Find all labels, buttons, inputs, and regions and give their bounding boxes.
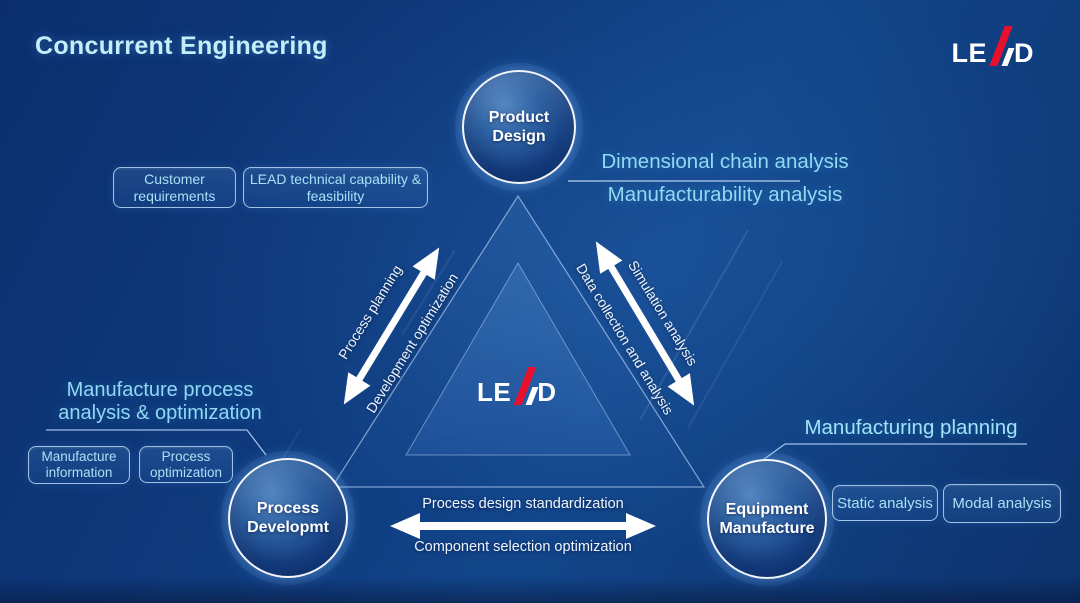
lead-logo-d: D (1014, 38, 1034, 68)
inner-triangle (405, 262, 631, 456)
node-equipment-manufacture-line1: Equipment (725, 501, 809, 518)
node-product-design-line1: Product (488, 109, 550, 126)
lead-logo-le: LE (951, 38, 987, 68)
lead-center-logo-d: D (537, 377, 557, 407)
node-process-developmt-line2: Developmt (247, 519, 329, 536)
tag-lead-technical-capability: LEAD technical capability & feasibility (243, 167, 428, 208)
lead-logo-a-slash-icon (988, 26, 1015, 66)
node-process-developmt-line1: Process (256, 500, 320, 517)
heading-dimensional-chain-analysis: Dimensional chain analysis (601, 150, 849, 173)
node-process-developmt: Process Developmt (228, 458, 348, 578)
heading-manufacturing-planning: Manufacturing planning (804, 416, 1018, 439)
tag-modal-analysis: Modal analysis (943, 484, 1061, 523)
bottom-band (0, 577, 1080, 603)
node-product-design-line2: Design (492, 128, 546, 145)
heading-manufacture-process-line2: analysis & optimization (58, 402, 262, 424)
lead-logo: LE D (951, 26, 1034, 68)
arrow-product-equipment (595, 241, 695, 406)
heading-manufacturability-analysis: Manufacturability analysis (607, 183, 843, 206)
tag-manufacture-information: Manufacture information (28, 446, 130, 484)
manufacturing-planning-connector (759, 443, 1027, 463)
node-equipment-manufacture: Equipment Manufacture (707, 459, 827, 579)
node-product-design: Product Design (462, 70, 576, 184)
node-equipment-manufacture-line2: Manufacture (719, 520, 815, 537)
heading-product-design-analyses: Dimensional chain analysis Manufacturabi… (575, 150, 875, 207)
tag-process-optimization: Process optimization (139, 446, 233, 483)
tag-customer-requirements: Customer requirements (113, 167, 236, 208)
lead-center-logo-le: LE (477, 377, 512, 407)
manufacture-process-connector (46, 429, 267, 456)
label-component-selection-optimization: Component selection optimization (414, 539, 632, 555)
page-title: Concurrent Engineering (35, 32, 328, 60)
lead-center-logo-a-slash-icon (512, 367, 539, 405)
light-streak (687, 261, 783, 429)
lead-center-logo: LE D (477, 367, 557, 405)
arrow-product-process (343, 247, 440, 405)
heading-manufacture-process-line1: Manufacture process (66, 379, 254, 401)
heading-manufacture-process: Manufacture process analysis & optimizat… (35, 379, 285, 425)
label-process-design-standardization: Process design standardization (422, 496, 624, 512)
tag-static-analysis: Static analysis (832, 485, 938, 521)
